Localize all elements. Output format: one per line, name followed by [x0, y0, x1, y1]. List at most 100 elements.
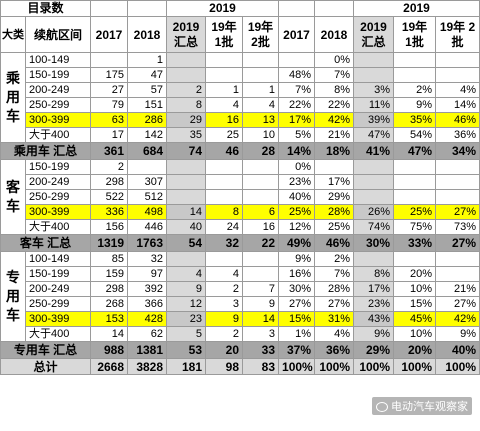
value-cell: 2	[205, 281, 244, 297]
table-row: 大于400 14 62 5 2 3 1% 4% 9% 10% 9%	[1, 326, 480, 342]
range-cell: 100-149	[24, 52, 92, 68]
blank-header-cell	[90, 0, 129, 17]
value-cell: 2%	[314, 251, 355, 267]
value-cell: 22%	[278, 97, 316, 113]
total-value: 181	[166, 358, 207, 375]
subtotal-row: 客车 汇总 1319 1763 54 32 22 49% 46% 30% 33% 27%	[0, 234, 480, 252]
value-cell	[242, 174, 280, 190]
range-cell: 大于400	[24, 219, 92, 235]
subtotal-value: 41%	[353, 142, 395, 160]
value-cell	[435, 159, 480, 175]
value-cell	[242, 52, 280, 68]
value-cell: 15%	[278, 311, 316, 327]
value-cell: 39%	[353, 112, 395, 128]
value-cell: 2	[166, 82, 207, 98]
range-cell: 150-199	[24, 159, 92, 175]
value-cell: 159	[90, 266, 129, 282]
value-cell: 73%	[435, 219, 480, 235]
value-cell: 2	[90, 159, 129, 175]
blank-header-cell	[314, 0, 355, 17]
value-cell	[166, 67, 207, 83]
subtotal-value: 40%	[435, 341, 480, 359]
value-cell: 286	[127, 112, 168, 128]
table-row: 300-399 153 428 23 9 14 15% 31% 43% 45% 42%	[1, 311, 480, 327]
total-value: 100%	[393, 358, 437, 375]
total-value: 2668	[90, 358, 129, 375]
value-cell	[166, 189, 207, 205]
value-cell	[353, 67, 395, 83]
value-cell	[242, 159, 280, 175]
value-cell: 14	[242, 311, 280, 327]
total-value: 100%	[278, 358, 316, 375]
table-row: 250-299 268 366 12 3 9 27% 27% 23% 15% 27%	[1, 296, 480, 312]
value-cell	[353, 159, 395, 175]
value-cell: 8	[166, 97, 207, 113]
value-cell: 4	[242, 97, 280, 113]
subtotal-value: 34%	[435, 142, 480, 160]
subtotal-value: 14%	[278, 142, 316, 160]
value-cell: 3	[242, 326, 280, 342]
table-row: 大于400 17 142 35 25 10 5% 21% 47% 54% 36%	[1, 127, 480, 143]
value-cell: 153	[90, 311, 129, 327]
subtotal-value: 1381	[127, 341, 168, 359]
blank-header-cell	[278, 0, 316, 17]
value-cell	[435, 52, 480, 68]
pct-2018-header: 2018	[314, 16, 355, 53]
value-cell: 23%	[278, 174, 316, 190]
value-cell: 25%	[278, 204, 316, 220]
subtotal-row: 专用车 汇总 988 1381 53 20 33 37% 36% 29% 20% 40%	[0, 341, 480, 359]
value-cell: 63	[90, 112, 129, 128]
value-cell: 35%	[393, 112, 437, 128]
value-cell: 17	[90, 127, 129, 143]
value-cell: 2	[205, 326, 244, 342]
value-cell	[353, 52, 395, 68]
col-2017-header: 2017	[90, 16, 129, 53]
year-2019-count-header: 2019	[166, 0, 280, 17]
subtotal-label: 乘用车 汇总	[0, 142, 92, 160]
value-cell: 9%	[278, 251, 316, 267]
value-cell: 298	[90, 281, 129, 297]
value-cell	[393, 159, 437, 175]
value-cell: 32	[127, 251, 168, 267]
value-cell: 392	[127, 281, 168, 297]
value-cell: 9	[242, 296, 280, 312]
subtotal-value: 37%	[278, 341, 316, 359]
value-cell: 25%	[393, 204, 437, 220]
value-cell: 498	[127, 204, 168, 220]
value-cell: 25	[205, 127, 244, 143]
range-cell: 200-249	[24, 174, 92, 190]
value-cell: 16	[205, 112, 244, 128]
value-cell	[393, 67, 437, 83]
value-cell: 8	[205, 204, 244, 220]
value-cell: 79	[90, 97, 129, 113]
value-cell	[205, 174, 244, 190]
value-cell	[205, 159, 244, 175]
value-cell: 27%	[435, 204, 480, 220]
category-label: 乘用车	[0, 52, 26, 143]
value-cell: 307	[127, 174, 168, 190]
subtotal-value: 33%	[393, 234, 437, 252]
value-cell: 8%	[353, 266, 395, 282]
value-cell	[166, 174, 207, 190]
pct-batch1-header: 19年 1批	[393, 16, 437, 53]
value-cell: 30%	[278, 281, 316, 297]
subtotal-value: 1763	[127, 234, 168, 252]
subtotal-value: 33	[242, 341, 280, 359]
value-cell: 10	[242, 127, 280, 143]
value-cell	[435, 266, 480, 282]
value-cell: 10%	[393, 326, 437, 342]
value-cell	[205, 189, 244, 205]
value-cell	[435, 67, 480, 83]
range-cell: 100-149	[24, 251, 92, 267]
value-cell	[314, 159, 355, 175]
table-row: 300-399 336 498 14 8 6 25% 28% 26% 25% 27%	[1, 204, 480, 220]
value-cell: 20%	[393, 266, 437, 282]
value-cell	[435, 174, 480, 190]
range-cell: 150-199	[24, 266, 92, 282]
value-cell: 366	[127, 296, 168, 312]
value-cell: 42%	[435, 311, 480, 327]
value-cell: 1	[127, 52, 168, 68]
value-cell: 2%	[393, 82, 437, 98]
subtotal-value: 27%	[435, 234, 480, 252]
value-cell: 6	[242, 204, 280, 220]
